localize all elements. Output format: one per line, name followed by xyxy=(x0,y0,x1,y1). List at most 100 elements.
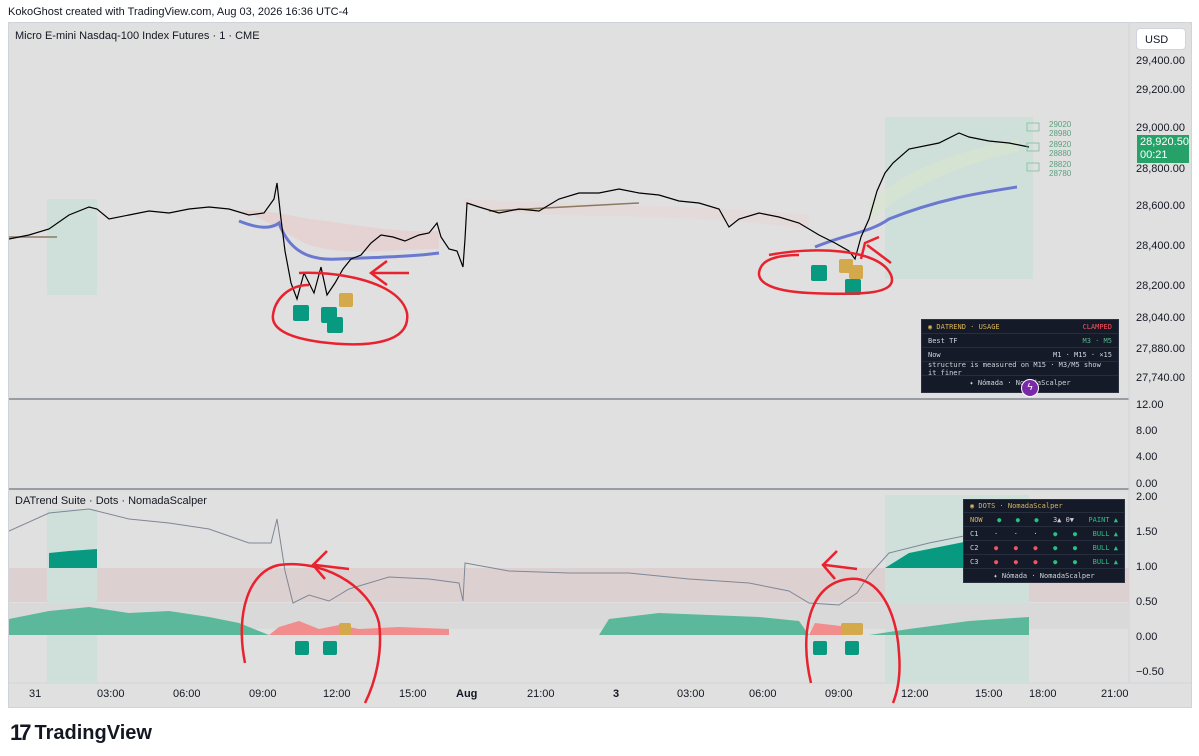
osc-buy-markers xyxy=(295,641,859,655)
time-label: 15:00 xyxy=(975,688,1003,700)
dots-footer: ✦ Nómada · NomadaScalper xyxy=(993,571,1095,580)
dots-status: PAINT ▲ xyxy=(1088,515,1118,524)
dots-cell: ● xyxy=(1013,543,1018,552)
dots-panel-header: ◉ DOTS · NomadaScalper xyxy=(964,500,1124,513)
osc-histogram xyxy=(49,549,97,568)
level-label: 29020 xyxy=(1049,120,1072,129)
alt-signal-markers xyxy=(339,259,863,307)
dots-cell: · xyxy=(1013,529,1018,538)
ema-ribbon xyxy=(869,139,1019,223)
price-label: 28,200.00 xyxy=(1136,280,1185,292)
dots-row-label: C2 xyxy=(970,543,979,552)
dots-count: 3▲ 0▼ xyxy=(1052,515,1075,524)
tradingview-logo[interactable]: 17 TradingView xyxy=(10,720,152,746)
usage-panel: ◉ DATREND · USAGE CLAMPED Best TF M3 · M… xyxy=(921,319,1119,393)
dots-status: BULL ▲ xyxy=(1092,529,1118,538)
time-label: 21:00 xyxy=(1101,688,1129,700)
volume-label: 0.00 xyxy=(1136,478,1158,490)
osc-alt-markers xyxy=(339,623,863,635)
dots-cell: ● xyxy=(1033,543,1038,552)
bar-countdown: 00:21 xyxy=(1140,149,1168,161)
tradingview-logo-icon: 17 xyxy=(10,720,32,745)
dots-cell: ● xyxy=(1013,557,1018,566)
dots-cell: ● xyxy=(1033,557,1038,566)
dots-cell: ● xyxy=(1072,543,1078,552)
time-label: Aug xyxy=(456,688,478,700)
dots-row-label: C3 xyxy=(970,557,979,566)
dots-cell: ● xyxy=(1053,543,1058,552)
chart-frame[interactable]: Micro E-mini Nasdaq-100 Index Futures · … xyxy=(8,22,1192,708)
last-price: 28,920.50 xyxy=(1140,136,1189,148)
dots-cell: ● xyxy=(993,557,999,566)
price-label: 29,200.00 xyxy=(1136,84,1185,96)
osc-label: 1.50 xyxy=(1136,526,1158,538)
annotation-arrow xyxy=(821,550,858,580)
dots-row: C3 ● ● ● ● ● BULL ▲ xyxy=(964,555,1124,569)
annotation-circle xyxy=(240,562,382,704)
annotation-circle xyxy=(805,577,901,704)
annotation-circle xyxy=(271,271,409,346)
currency-selector[interactable]: USD xyxy=(1136,28,1186,50)
dots-cell: ● xyxy=(1053,557,1058,566)
osc-label: 1.00 xyxy=(1136,561,1158,573)
osc-label: 0.00 xyxy=(1136,631,1158,643)
usage-row-label: Now xyxy=(928,350,941,359)
volume-label: 4.00 xyxy=(1136,451,1158,463)
brand-name: TradingView xyxy=(34,721,152,744)
time-label: 12:00 xyxy=(901,688,929,700)
osc-zone xyxy=(47,509,97,683)
volume-label: 8.00 xyxy=(1136,425,1158,437)
osc-label: 2.00 xyxy=(1136,491,1158,503)
annotation-circle xyxy=(757,249,894,296)
usage-row-value: M1 · M15 · ×15 xyxy=(1052,350,1112,359)
time-label: 3 xyxy=(613,688,620,700)
time-label: 03:00 xyxy=(677,688,705,700)
osc-histogram xyxy=(9,607,269,635)
dots-panel: ◉ DOTS · NomadaScalper NOW ● ● ● 3▲ 0▼ P… xyxy=(963,499,1125,583)
time-label: 06:00 xyxy=(173,688,201,700)
dots-cell: ● xyxy=(1034,515,1039,524)
time-label: 12:00 xyxy=(323,688,351,700)
usage-row-now: Now M1 · M15 · ×15 xyxy=(922,348,1118,362)
usage-row-best-tf: Best TF M3 · M5 xyxy=(922,334,1118,348)
price-label: 29,400.00 xyxy=(1136,55,1185,67)
dots-row-label: C1 xyxy=(970,529,979,538)
usage-note: structure is measured on M15 · M3/M5 sho… xyxy=(922,361,1118,377)
chart-canvas[interactable] xyxy=(9,23,1191,707)
indicator-title[interactable]: DATrend Suite · Dots · NomadaScalper xyxy=(15,495,207,507)
dots-cell: ● xyxy=(1072,529,1078,538)
usage-footer: ✦ Nómada · NomadaScalper xyxy=(969,379,1071,387)
usage-panel-title: ◉ DATREND · USAGE xyxy=(928,322,1000,331)
lightning-icon[interactable]: ϟ xyxy=(1021,379,1039,397)
dots-row-label: NOW xyxy=(970,515,983,524)
ema-ribbon xyxy=(464,199,809,229)
ema-line xyxy=(814,185,1018,249)
level-label: 28980 xyxy=(1049,129,1072,138)
volume-label: 12.00 xyxy=(1136,399,1164,411)
time-label: 09:00 xyxy=(825,688,853,700)
level-box xyxy=(1026,162,1040,172)
dots-cell: ● xyxy=(993,543,999,552)
osc-histogram xyxy=(869,617,1029,635)
chart-credit: KokoGhost created with TradingView.com, … xyxy=(8,6,349,18)
level-box xyxy=(1026,122,1040,132)
price-label: 27,880.00 xyxy=(1136,343,1185,355)
usage-panel-status: CLAMPED xyxy=(1082,322,1112,331)
price-label: 28,040.00 xyxy=(1136,312,1185,324)
time-label: 03:00 xyxy=(97,688,125,700)
level-label: 28920 xyxy=(1049,140,1072,149)
dots-cell: ● xyxy=(1072,557,1078,566)
symbol-title[interactable]: Micro E-mini Nasdaq-100 Index Futures · … xyxy=(15,30,260,42)
zone-shade xyxy=(47,199,97,295)
ema-ribbon xyxy=(239,210,439,252)
level-label: 28880 xyxy=(1049,149,1072,158)
dots-cell: ● xyxy=(1053,529,1058,538)
dots-cell: ● xyxy=(1015,515,1020,524)
usage-row-value: M3 · M5 xyxy=(1082,336,1112,345)
time-label: 18:00 xyxy=(1029,688,1057,700)
last-price-tag: 28,920.50 00:21 xyxy=(1137,135,1189,163)
osc-label: 0.50 xyxy=(1136,596,1158,608)
usage-panel-header: ◉ DATREND · USAGE CLAMPED xyxy=(922,320,1118,334)
time-label: 21:00 xyxy=(527,688,555,700)
price-line xyxy=(9,132,1030,301)
